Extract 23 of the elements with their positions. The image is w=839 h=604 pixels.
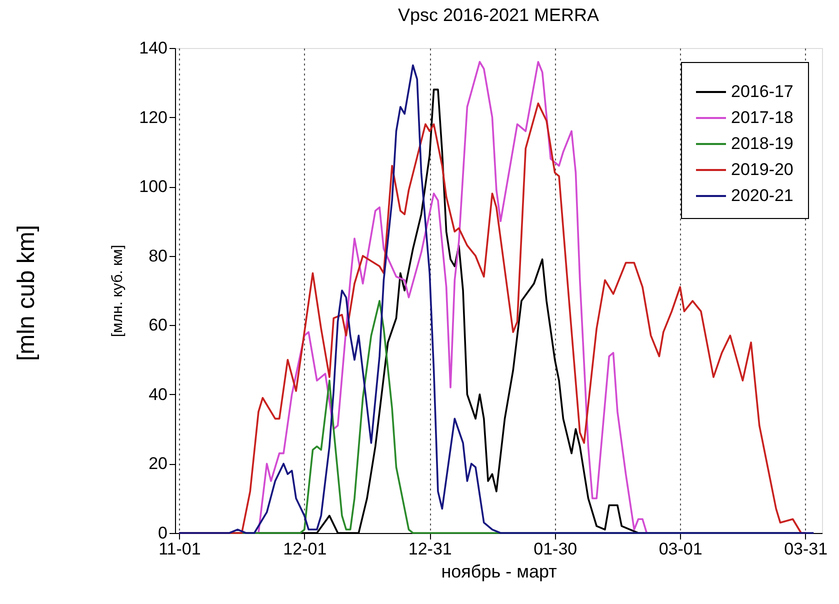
y-tick-label: 80 [148, 246, 168, 266]
text: [mln cub km] [13, 224, 40, 362]
legend-label: 2020-21 [731, 186, 794, 205]
y-tick-label: 100 [139, 177, 168, 196]
y-tick-label: 140 [139, 38, 168, 58]
y-axis-title: [млн. куб. км] [109, 244, 126, 338]
legend-label: 2019-20 [731, 160, 794, 179]
x-tick-label: 03-01 [658, 540, 702, 558]
legend-label: 2018-19 [731, 134, 794, 153]
x-tick-label: 12-31 [408, 540, 452, 558]
y-tick-label: 60 [148, 316, 168, 335]
y-tick-label: 20 [148, 454, 168, 474]
x-tick-label: 12-01 [283, 540, 327, 558]
y-tick-label: 0 [158, 524, 168, 542]
x-tick-label: 11-01 [158, 540, 201, 558]
x-axis-title: ноябрь - март [441, 562, 557, 582]
chart-title: Vpsc 2016-2021 MERRA [398, 5, 600, 25]
x-tick-label: 03-31 [784, 540, 828, 558]
legend-label: 2017-18 [731, 108, 794, 127]
legend-label: 2016-17 [731, 82, 794, 101]
x-tick-label: 01-30 [534, 540, 578, 558]
y-tick-label: 120 [139, 108, 168, 127]
y-tick-label: 40 [148, 384, 168, 404]
